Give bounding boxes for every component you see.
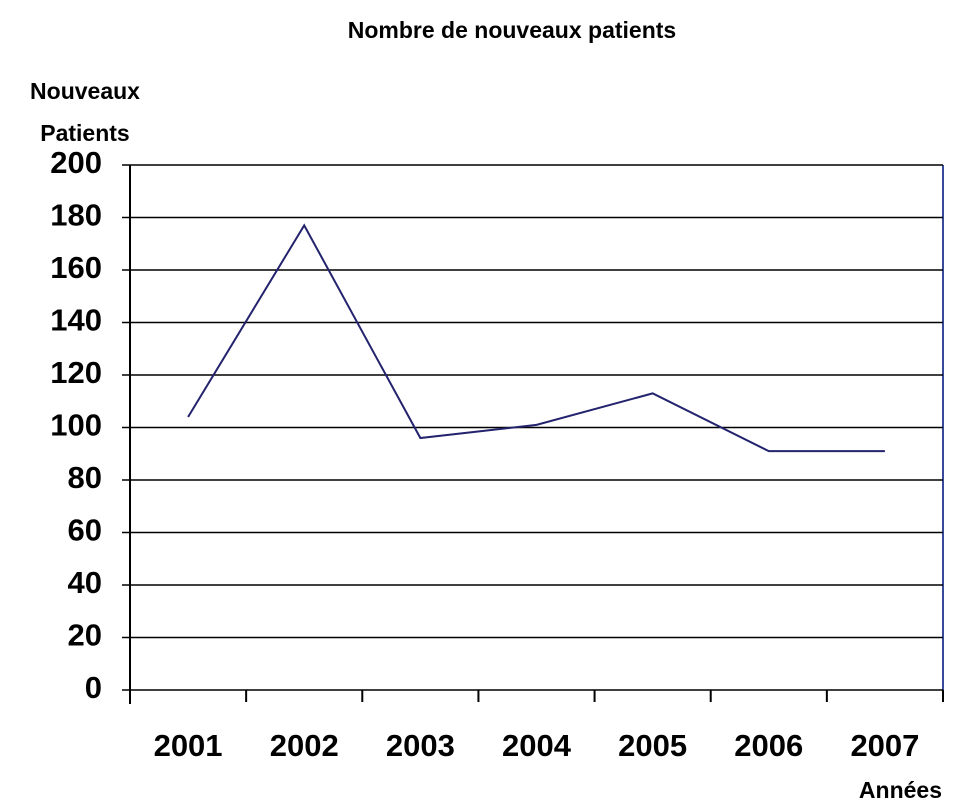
x-tick-label: 2004 xyxy=(502,728,572,763)
y-tick-label: 40 xyxy=(68,565,102,600)
y-tick-label: 160 xyxy=(50,250,102,285)
x-tick-label: 2003 xyxy=(386,728,455,763)
y-tick-label: 20 xyxy=(68,618,102,653)
x-tick-label: 2001 xyxy=(154,728,223,763)
x-tick-label: 2005 xyxy=(618,728,687,763)
data-line xyxy=(187,223,885,453)
y-tick-label: 0 xyxy=(85,670,102,705)
y-tick-label: 200 xyxy=(50,145,102,180)
x-tick-label: 2006 xyxy=(734,728,803,763)
x-axis-label: Années xyxy=(859,777,942,803)
x-tick-label: 2002 xyxy=(270,728,339,763)
y-axis-label: Nouveaux Patients xyxy=(30,78,140,146)
y-tick-label: 80 xyxy=(68,460,102,495)
y-tick-label: 140 xyxy=(50,303,102,338)
chart-title: Nombre de nouveaux patients xyxy=(348,17,676,43)
y-tick-label: 60 xyxy=(68,513,102,548)
y-tick-label: 120 xyxy=(50,355,102,390)
x-tick-label: 2007 xyxy=(850,728,919,763)
y-tick-label: 100 xyxy=(50,408,102,443)
y-tick-label: 180 xyxy=(50,198,102,233)
